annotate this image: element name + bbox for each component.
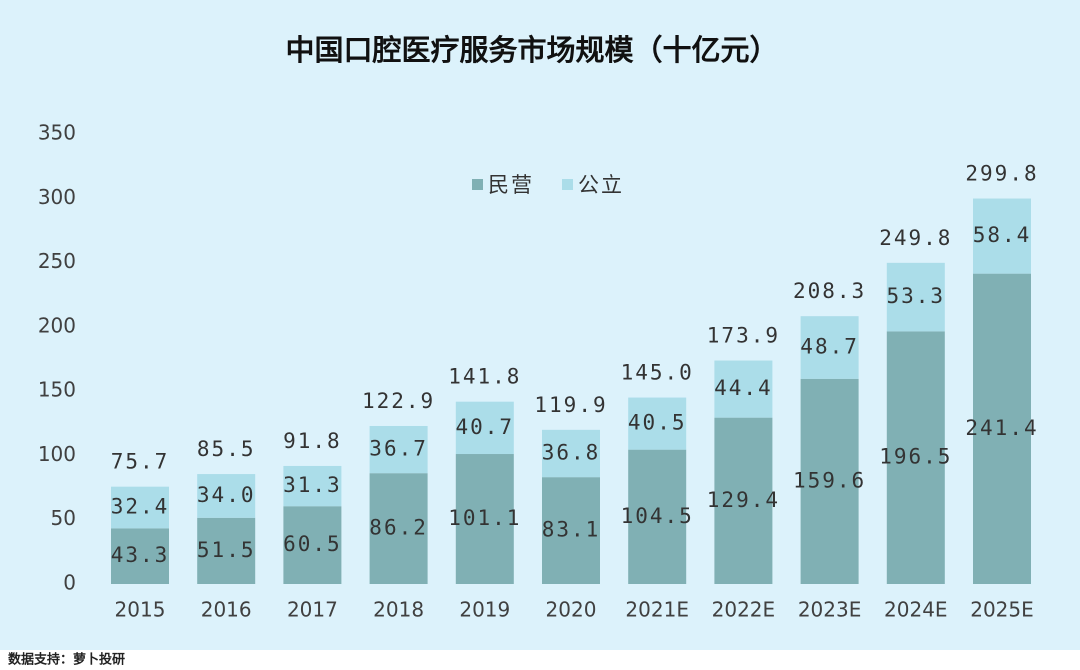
data-label: 32.4 <box>111 495 170 519</box>
total-label: 85.5 <box>197 437 256 461</box>
bar-segment <box>714 417 773 584</box>
total-label: 91.8 <box>283 429 342 453</box>
x-tick-label: 2019 <box>459 598 510 622</box>
data-label: 36.7 <box>369 437 428 461</box>
bar-segment <box>197 474 256 518</box>
total-label: 173.9 <box>707 323 780 347</box>
x-tick-label: 2021E <box>625 598 689 622</box>
data-label: 31.3 <box>283 473 342 497</box>
data-label: 58.4 <box>973 223 1032 247</box>
bar-segment <box>628 449 687 584</box>
data-label: 129.4 <box>707 488 780 512</box>
bar-segment <box>800 316 859 379</box>
x-tick-label: 2022E <box>712 598 776 622</box>
bar-segment <box>886 262 945 332</box>
bar-segment <box>369 473 428 584</box>
bar-segment <box>886 331 945 584</box>
data-label: 44.4 <box>714 376 773 400</box>
x-tick-label: 2017 <box>287 598 338 622</box>
data-label: 34.0 <box>197 483 256 507</box>
data-label: 104.5 <box>621 504 694 528</box>
bar-segment <box>714 360 773 418</box>
source: 数据支持：萝卜投研 <box>8 652 125 668</box>
data-label: 86.2 <box>369 516 428 540</box>
data-label: 48.7 <box>800 334 859 358</box>
x-tick-label: 2023E <box>798 598 862 622</box>
bar-segment <box>800 378 859 584</box>
bar-segment <box>628 397 687 450</box>
bar-segment <box>973 273 1031 584</box>
x-tick-label: 2020 <box>546 598 597 622</box>
y-tick-label: 0 <box>63 571 76 595</box>
legend-swatch <box>472 179 483 190</box>
data-label: 159.6 <box>793 468 866 492</box>
y-tick-label: 350 <box>38 121 76 145</box>
bar-segment <box>973 198 1031 274</box>
bar-segment <box>111 486 169 529</box>
y-tick-label: 100 <box>38 442 76 466</box>
bar-segment <box>369 425 428 474</box>
data-label: 40.5 <box>628 411 687 435</box>
y-tick-label: 200 <box>38 313 76 337</box>
bar-segment <box>542 429 600 478</box>
data-label: 36.8 <box>542 441 601 465</box>
total-label: 208.3 <box>793 279 866 303</box>
bar-segment <box>455 401 514 455</box>
bar-segment <box>542 477 600 584</box>
bar-segment <box>197 517 256 584</box>
x-tick-label: 2024E <box>884 598 948 622</box>
data-label: 83.1 <box>542 518 601 542</box>
legend-label: 公立 <box>578 173 624 197</box>
total-label: 75.7 <box>111 450 170 474</box>
y-tick-label: 250 <box>38 249 76 273</box>
bar-segment <box>111 528 169 584</box>
y-tick-label: 300 <box>38 185 76 209</box>
data-label: 40.7 <box>456 415 515 439</box>
total-label: 299.8 <box>965 162 1038 186</box>
data-label: 51.5 <box>197 538 256 562</box>
y-tick-label: 150 <box>38 378 76 402</box>
data-label: 241.4 <box>965 416 1038 440</box>
x-tick-label: 2018 <box>373 598 424 622</box>
bar-segment <box>283 506 342 584</box>
data-label: 101.1 <box>448 506 521 530</box>
bar-segment <box>455 454 514 584</box>
chart-title: 中国口腔医疗服务市场规模（十亿元） <box>285 33 778 67</box>
x-tick-label: 2016 <box>201 598 252 622</box>
total-label: 122.9 <box>362 389 435 413</box>
total-label: 145.0 <box>621 361 694 385</box>
bar-segment <box>283 465 342 507</box>
x-tick-label: 2015 <box>115 598 166 622</box>
x-tick-label: 2025E <box>970 598 1034 622</box>
data-label: 196.5 <box>879 445 952 469</box>
total-label: 249.8 <box>879 226 952 250</box>
total-label: 141.8 <box>448 365 521 389</box>
y-tick-label: 50 <box>51 506 76 530</box>
total-label: 119.9 <box>534 393 607 417</box>
data-label: 53.3 <box>887 284 946 308</box>
data-label: 60.5 <box>283 532 342 556</box>
legend-label: 民营 <box>488 173 534 197</box>
legend-swatch <box>562 179 573 190</box>
data-label: 43.3 <box>111 543 170 567</box>
